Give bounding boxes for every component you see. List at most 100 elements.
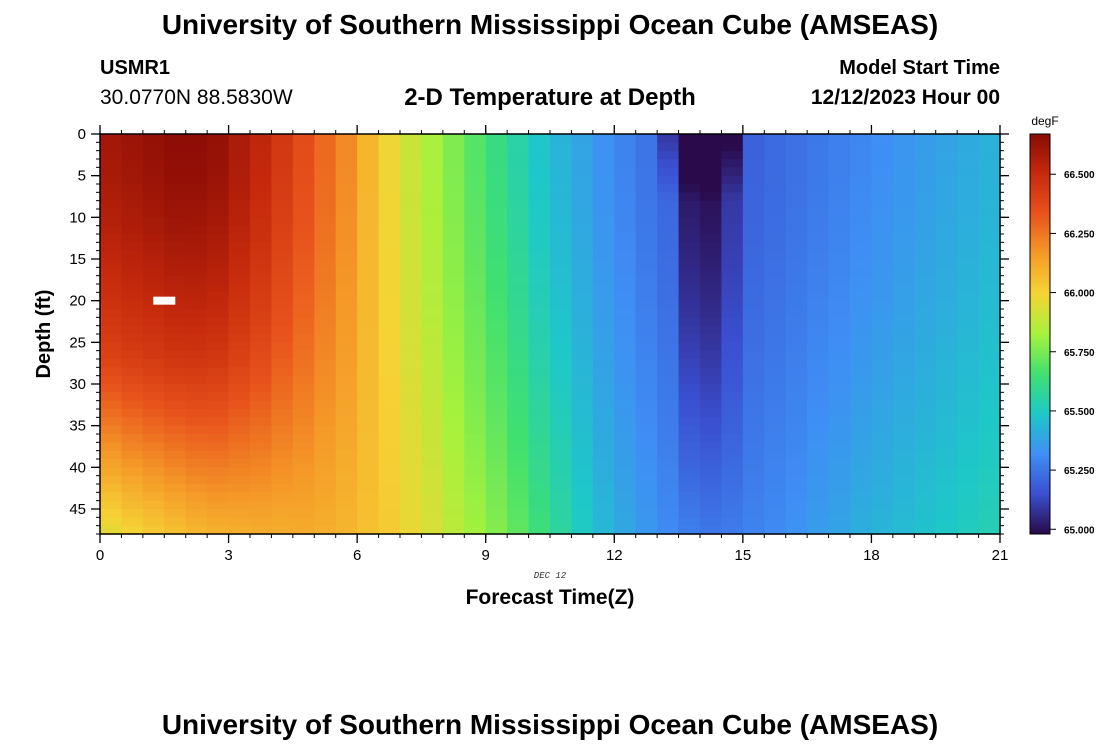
heatmap-cell — [442, 259, 465, 268]
heatmap-cell — [892, 234, 915, 243]
heatmap-cell — [592, 142, 615, 152]
heatmap-cell — [292, 384, 315, 393]
heatmap-cell — [700, 242, 723, 252]
heatmap-cell — [807, 359, 830, 368]
heatmap-cell — [678, 217, 701, 227]
heatmap-cell — [250, 525, 273, 535]
heatmap-cell — [528, 150, 551, 160]
heatmap-cell — [400, 150, 423, 160]
heatmap-cell — [378, 400, 401, 410]
heatmap-cell — [978, 334, 1001, 343]
heatmap-cell — [785, 525, 808, 535]
heatmap-cell — [207, 250, 230, 260]
heatmap-cell — [678, 375, 701, 385]
heatmap-cell — [528, 142, 551, 152]
heatmap-cell — [207, 350, 230, 360]
heatmap-cell — [700, 167, 723, 177]
heatmap-cell — [657, 175, 680, 185]
heatmap-cell — [164, 467, 187, 477]
heatmap-cell — [271, 459, 294, 468]
heatmap-cell — [335, 300, 358, 310]
heatmap-cell — [892, 134, 915, 143]
heatmap-cell — [700, 192, 723, 202]
heatmap-cell — [164, 184, 187, 193]
heatmap-cell — [635, 450, 658, 460]
heatmap-cell — [442, 234, 465, 243]
heatmap-cell — [378, 467, 401, 477]
heatmap-cell — [292, 409, 315, 418]
heatmap-cell — [507, 267, 530, 277]
heatmap-cell — [314, 350, 337, 360]
heatmap-cell — [442, 517, 465, 527]
heatmap-cell — [250, 342, 273, 352]
heatmap-cell — [828, 434, 851, 443]
heatmap-cell — [871, 425, 894, 435]
heatmap-cell — [914, 167, 937, 177]
heatmap-cell — [100, 384, 123, 393]
heatmap-cell — [678, 192, 701, 202]
heatmap-cell — [742, 384, 765, 393]
heatmap-cell — [485, 442, 508, 452]
heatmap-cell — [528, 292, 551, 302]
heatmap-cell — [464, 192, 487, 202]
heatmap-cell — [528, 392, 551, 402]
heatmap-cell — [700, 375, 723, 385]
heatmap-cell — [485, 300, 508, 310]
heatmap-cell — [764, 200, 787, 210]
heatmap-cell — [271, 209, 294, 218]
heatmap-cell — [121, 325, 144, 335]
heatmap-cell — [571, 200, 594, 210]
heatmap-cell — [164, 500, 187, 510]
heatmap-cell — [228, 342, 251, 352]
heatmap-cell — [185, 467, 208, 477]
heatmap-cell — [742, 334, 765, 343]
heatmap-cell — [914, 317, 937, 327]
heatmap-cell — [485, 425, 508, 435]
heatmap-cell — [250, 334, 273, 343]
heatmap-cell — [592, 292, 615, 302]
heatmap-cell — [442, 159, 465, 168]
heatmap-cell — [785, 284, 808, 293]
heatmap-cell — [550, 267, 573, 277]
heatmap-cell — [614, 142, 637, 152]
heatmap-cell — [421, 459, 444, 468]
heatmap-cell — [507, 500, 530, 510]
colorbar-ticks: 65.00065.25065.50065.75066.00066.25066.5… — [1050, 170, 1095, 536]
heatmap-cell — [314, 400, 337, 410]
heatmap-cell — [121, 425, 144, 435]
heatmap-cell — [678, 275, 701, 285]
heatmap-cell — [550, 459, 573, 468]
heatmap-cell — [850, 350, 873, 360]
heatmap-cell — [592, 409, 615, 418]
heatmap-cell — [828, 375, 851, 385]
heatmap-cell — [464, 184, 487, 193]
heatmap-cell — [464, 384, 487, 393]
heatmap-cell — [571, 134, 594, 143]
heatmap-cell — [121, 442, 144, 452]
heatmap-cell — [764, 359, 787, 368]
heatmap-cell — [592, 234, 615, 243]
colorbar-unit: degF — [1031, 114, 1058, 128]
heatmap-cell — [228, 409, 251, 418]
heatmap-cell — [207, 167, 230, 177]
heatmap-cell — [571, 525, 594, 535]
heatmap-cell — [507, 367, 530, 377]
heatmap-cell — [400, 342, 423, 352]
heatmap-cell — [421, 334, 444, 343]
heatmap-cell — [100, 134, 123, 143]
heatmap-cell — [228, 525, 251, 535]
heatmap-cell — [828, 250, 851, 260]
heatmap-cell — [700, 442, 723, 452]
heatmap-cell — [828, 509, 851, 518]
heatmap-cell — [100, 500, 123, 510]
heatmap-cell — [935, 184, 958, 193]
heatmap-cell — [314, 375, 337, 385]
heatmap-cell — [978, 250, 1001, 260]
heatmap-cell — [892, 292, 915, 302]
heatmap-cell — [100, 342, 123, 352]
heatmap-cell — [657, 459, 680, 468]
heatmap-cell — [464, 167, 487, 177]
heatmap-cell — [292, 217, 315, 227]
heatmap-cell — [700, 300, 723, 310]
y-tick-label: 5 — [78, 168, 86, 185]
